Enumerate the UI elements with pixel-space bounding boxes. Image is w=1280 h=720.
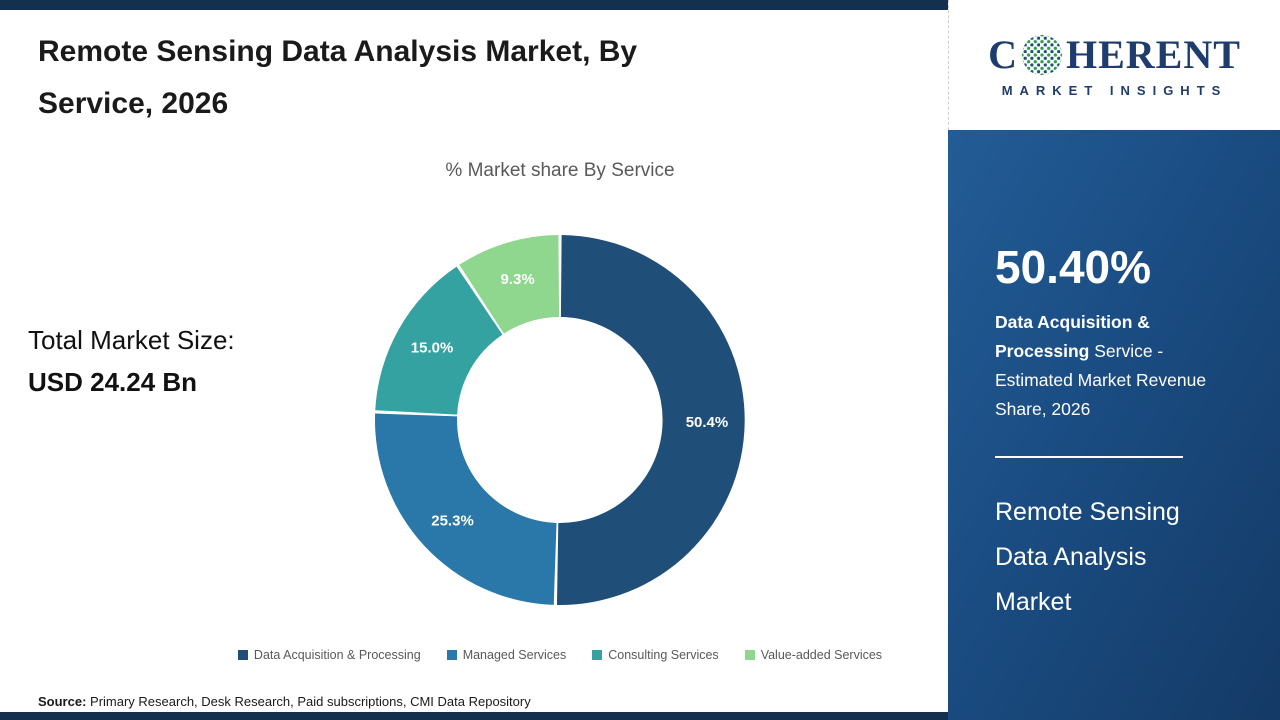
slice-label-1: 50.4% bbox=[686, 414, 729, 431]
highlight-description-rest: Service - Estimated Market Revenue Share… bbox=[995, 341, 1207, 419]
chart-legend: Data Acquisition & Processing Managed Ser… bbox=[110, 648, 1010, 662]
total-market-size: Total Market Size: USD 24.24 Bn bbox=[28, 325, 235, 398]
legend-label: Value-added Services bbox=[760, 648, 883, 662]
page-title: Remote Sensing Data Analysis Market, By … bbox=[38, 35, 638, 120]
legend-item: Data Acquisition & Processing bbox=[237, 648, 421, 662]
legend-swatch bbox=[446, 650, 457, 660]
donut-chart: 50.4% 25.3% 15.0% 9.3% bbox=[374, 235, 745, 606]
logo-text-right: HERENT bbox=[1065, 31, 1241, 77]
donut-segment-1 bbox=[556, 235, 745, 606]
donut-segment-2 bbox=[374, 413, 557, 605]
legend-swatch bbox=[744, 650, 755, 660]
top-accent-bar bbox=[0, 0, 948, 10]
highlight-stat: 50.40% bbox=[995, 241, 1152, 293]
total-market-size-value: USD 24.24 Bn bbox=[28, 366, 198, 397]
brand-logo-area: C HERENT MARKET INSIGHTS bbox=[948, 0, 1280, 130]
market-name: Remote Sensing Data Analysis Market bbox=[995, 498, 1180, 616]
legend-swatch bbox=[592, 650, 603, 660]
logo-text-left: C bbox=[988, 31, 1018, 77]
slice-label-3: 15.0% bbox=[411, 340, 454, 357]
chart-title: % Market share By Service bbox=[445, 160, 675, 181]
highlight-description-bold: Data Acquisition & Processing bbox=[995, 312, 1150, 361]
legend-item: Managed Services bbox=[446, 648, 567, 662]
highlight-panel: 50.40% Data Acquisition & Processing Ser… bbox=[948, 130, 1280, 720]
donut-segment-3 bbox=[375, 266, 503, 415]
source-line: Source: Primary Research, Desk Research,… bbox=[38, 694, 531, 709]
logo-subtitle: MARKET INSIGHTS bbox=[1001, 82, 1228, 98]
panel-divider bbox=[995, 456, 1183, 458]
bottom-accent-bar bbox=[0, 712, 948, 720]
brand-logo: C HERENT bbox=[988, 33, 1241, 77]
legend-item: Consulting Services bbox=[592, 648, 719, 662]
total-market-size-label: Total Market Size: bbox=[28, 325, 235, 355]
donut-chart-wrap: 50.4% 25.3% 15.0% 9.3% bbox=[340, 200, 780, 640]
legend-label: Consulting Services bbox=[608, 648, 719, 662]
source-text: Primary Research, Desk Research, Paid su… bbox=[86, 694, 531, 709]
legend-label: Data Acquisition & Processing bbox=[253, 648, 421, 662]
legend-item: Value-added Services bbox=[744, 648, 883, 662]
slice-label-2: 25.3% bbox=[431, 512, 474, 529]
source-label: Source: bbox=[38, 694, 87, 709]
legend-swatch bbox=[237, 650, 248, 660]
slice-label-4: 9.3% bbox=[501, 271, 535, 288]
donut-segment-4 bbox=[459, 235, 560, 334]
side-panel: C HERENT MARKET INSIGHTS bbox=[948, 0, 1280, 720]
legend-label: Managed Services bbox=[462, 648, 567, 662]
globe-dots-icon bbox=[1020, 33, 1064, 77]
highlight-description: Data Acquisition & Processing Service - … bbox=[995, 308, 1210, 424]
